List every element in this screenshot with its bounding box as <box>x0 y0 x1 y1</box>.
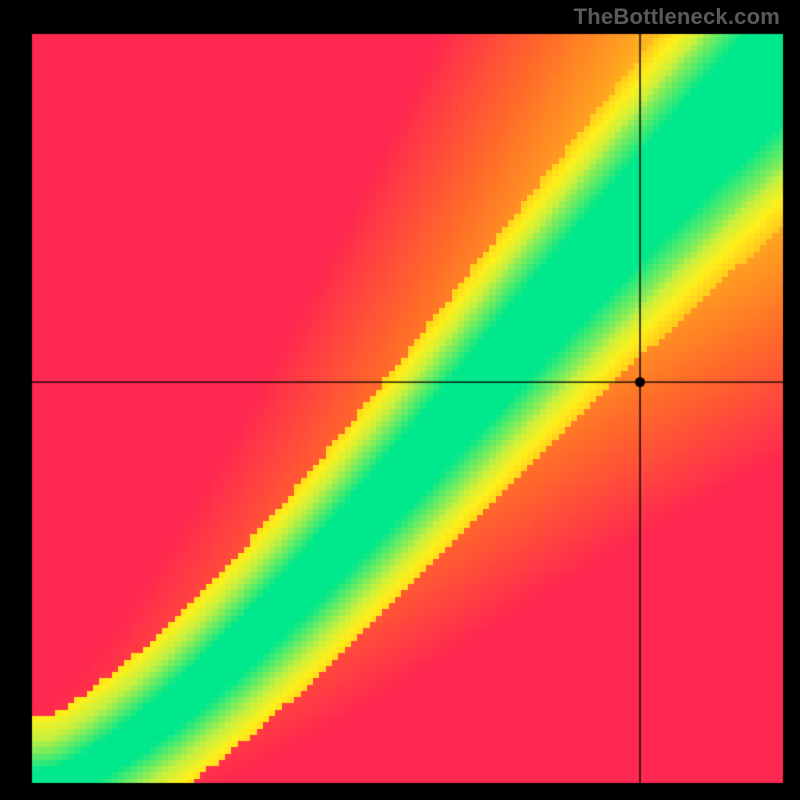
chart-container: TheBottleneck.com <box>0 0 800 800</box>
crosshair-overlay <box>0 0 800 800</box>
watermark-text: TheBottleneck.com <box>574 4 780 30</box>
